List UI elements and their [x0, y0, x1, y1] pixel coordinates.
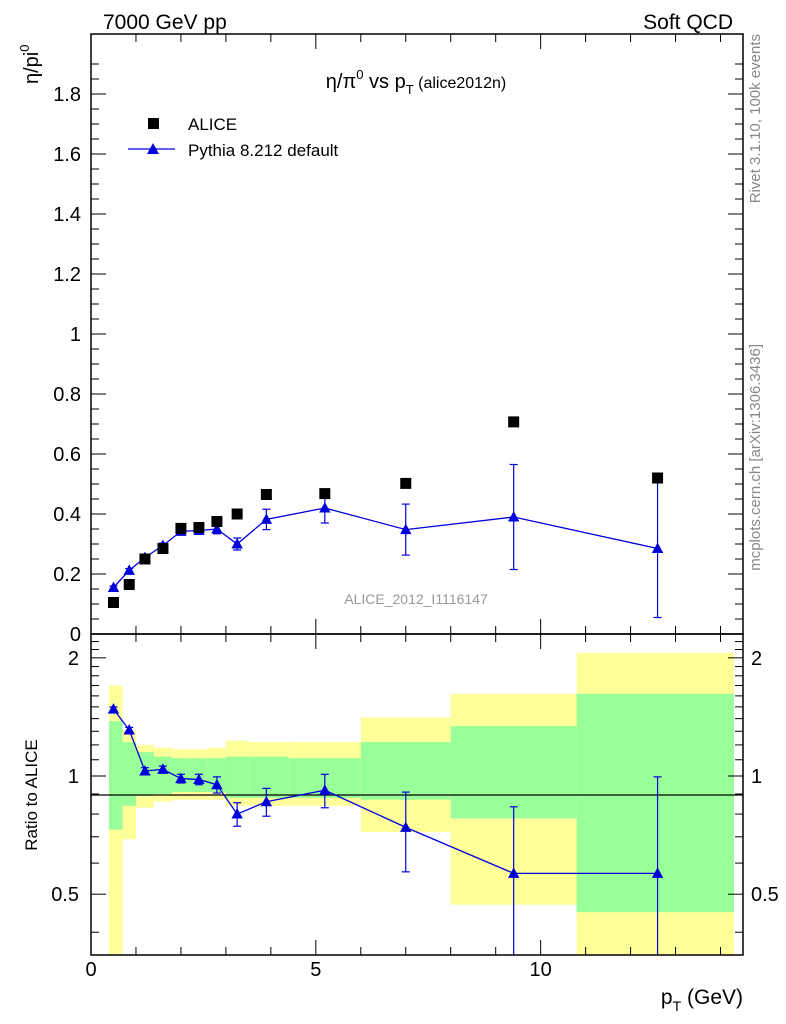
- mc-point-top: [400, 523, 412, 535]
- band-inner: [360, 742, 451, 800]
- ratio-panel: 0.5 0.5 1 1 2 2 0 5 10 Ratio to ALICE pT (GeV): [22, 633, 779, 1014]
- y-axis-label-ratio: Ratio to ALICE: [22, 739, 41, 851]
- y-tick-label-top: 1: [70, 324, 81, 346]
- xlabel-main: p: [661, 986, 673, 1009]
- title-sup: 0: [356, 67, 363, 82]
- x-tick-labels: 0 5 10: [85, 959, 551, 981]
- band-inner: [153, 756, 172, 794]
- plot-title: η/π0 vs pT (alice2012n): [326, 67, 506, 97]
- mc-point-ratio: [319, 784, 331, 795]
- mc-point-ratio: [157, 763, 169, 774]
- y-tick-label-ratio-left: 0.5: [51, 884, 79, 906]
- mc-point-ratio: [507, 867, 520, 878]
- legend: ALICE Pythia 8.212 default: [128, 115, 339, 160]
- data-point: [319, 488, 331, 500]
- mc-point-top: [123, 564, 135, 575]
- ratio-y-tick-labels: 0.5 0.5 1 1 2 2: [51, 648, 779, 906]
- main-panel: 0 0.2 0.4 0.6 0.8 1 1.2 1.4 1.6 1.8 ALICE_2012_I1…: [17, 33, 744, 646]
- legend-marker-alice: [148, 118, 159, 129]
- header-right: Soft QCD: [643, 11, 733, 34]
- x-tick-label: 10: [530, 959, 552, 981]
- y-tick-label-top: 1.8: [53, 84, 81, 106]
- data-point: [193, 522, 205, 533]
- data-point: [652, 472, 664, 484]
- data-point: [231, 508, 243, 520]
- y-tick-label-top: 1.4: [53, 204, 81, 226]
- band-inner: [122, 742, 136, 806]
- title-sub: T: [406, 82, 414, 97]
- mc-point-ratio: [139, 764, 151, 776]
- mc-point-top: [211, 523, 223, 534]
- y-tick-label-top: 0.2: [53, 564, 81, 586]
- data-point: [107, 597, 119, 608]
- mc-line-top: [113, 507, 658, 588]
- ylabel-main: η/pi: [21, 52, 43, 84]
- band-inner: [225, 756, 249, 798]
- title-tag: (alice2012n): [414, 75, 507, 92]
- y-tick-label-top: 1.6: [53, 144, 81, 166]
- xlabel-unit: (GeV): [681, 986, 743, 1009]
- x-tick-label: 5: [310, 959, 321, 981]
- data-point: [175, 522, 187, 534]
- data-point: [260, 489, 272, 500]
- y-tick-label-ratio-left: 2: [68, 648, 79, 670]
- mc-point-ratio: [260, 795, 273, 807]
- y-tick-label-top: 0.6: [53, 444, 81, 466]
- mc-point-top: [107, 581, 120, 592]
- y-tick-label-ratio-right: 0.5: [751, 884, 779, 906]
- data-point: [508, 416, 520, 428]
- band-inner: [576, 693, 735, 913]
- data-point: [211, 516, 223, 527]
- watermark: ALICE_2012_I1116147: [344, 591, 488, 607]
- data-point: [139, 553, 151, 565]
- y-tick-label-top: 1.2: [53, 264, 81, 286]
- x-tick-label: 0: [85, 959, 96, 981]
- ratio-frame: [90, 633, 744, 956]
- data-point: [123, 579, 135, 590]
- band-inner: [450, 726, 577, 819]
- rivet-label: Rivet 3.1.10, 100k events: [747, 34, 764, 203]
- mc-point-top: [651, 542, 664, 553]
- mc-point-ratio: [123, 723, 135, 735]
- data-point: [157, 543, 169, 554]
- band-inner: [248, 756, 289, 798]
- ratio-axis-ticks: [90, 634, 743, 955]
- title-mid: vs p: [364, 71, 406, 93]
- mcplots-label: mcplots.cern.ch [arXiv:1306.3436]: [747, 344, 764, 571]
- top-axis-ticks: [90, 34, 743, 635]
- ylabel-sup: 0: [17, 45, 32, 52]
- mc-point-ratio: [193, 773, 205, 784]
- legend-label-alice: ALICE: [188, 115, 237, 134]
- mc-point-ratio: [400, 821, 412, 832]
- mc-point-ratio: [107, 703, 120, 714]
- mc-point-top: [231, 538, 243, 549]
- mc-point-top: [260, 513, 273, 524]
- header-left: 7000 GeV pp: [103, 11, 227, 34]
- y-tick-label-top: 0.8: [53, 384, 81, 406]
- y-tick-label-ratio-right: 1: [751, 766, 762, 788]
- mc-point-ratio: [651, 867, 664, 878]
- mc-point-ratio: [175, 772, 187, 784]
- y-axis-label-top: η/pi0: [17, 45, 43, 84]
- mc-point-top: [319, 502, 331, 513]
- y-tick-label-top: 0: [70, 624, 81, 646]
- band-inner: [108, 721, 123, 830]
- y-tick-label-ratio-right: 2: [751, 648, 762, 670]
- x-axis-label: pT (GeV): [661, 986, 743, 1014]
- mc-point-top: [507, 511, 520, 522]
- data-uncertainty-bands: [108, 652, 735, 955]
- top-y-tick-labels: 0 0.2 0.4 0.6 0.8 1 1.2 1.4 1.6 1.8: [53, 84, 81, 646]
- mc-ratio-series: [107, 703, 664, 955]
- mc-point-ratio: [231, 808, 243, 819]
- data-series-top: [107, 416, 664, 608]
- data-point: [400, 477, 412, 489]
- xlabel-sub: T: [673, 998, 682, 1014]
- title-main: η/π: [326, 71, 356, 93]
- y-tick-label-ratio-left: 1: [68, 766, 79, 788]
- legend-marker-pythia: [147, 143, 159, 154]
- y-tick-label-top: 0.4: [53, 504, 81, 526]
- mc-point-ratio: [211, 778, 223, 790]
- legend-label-pythia: Pythia 8.212 default: [188, 141, 339, 160]
